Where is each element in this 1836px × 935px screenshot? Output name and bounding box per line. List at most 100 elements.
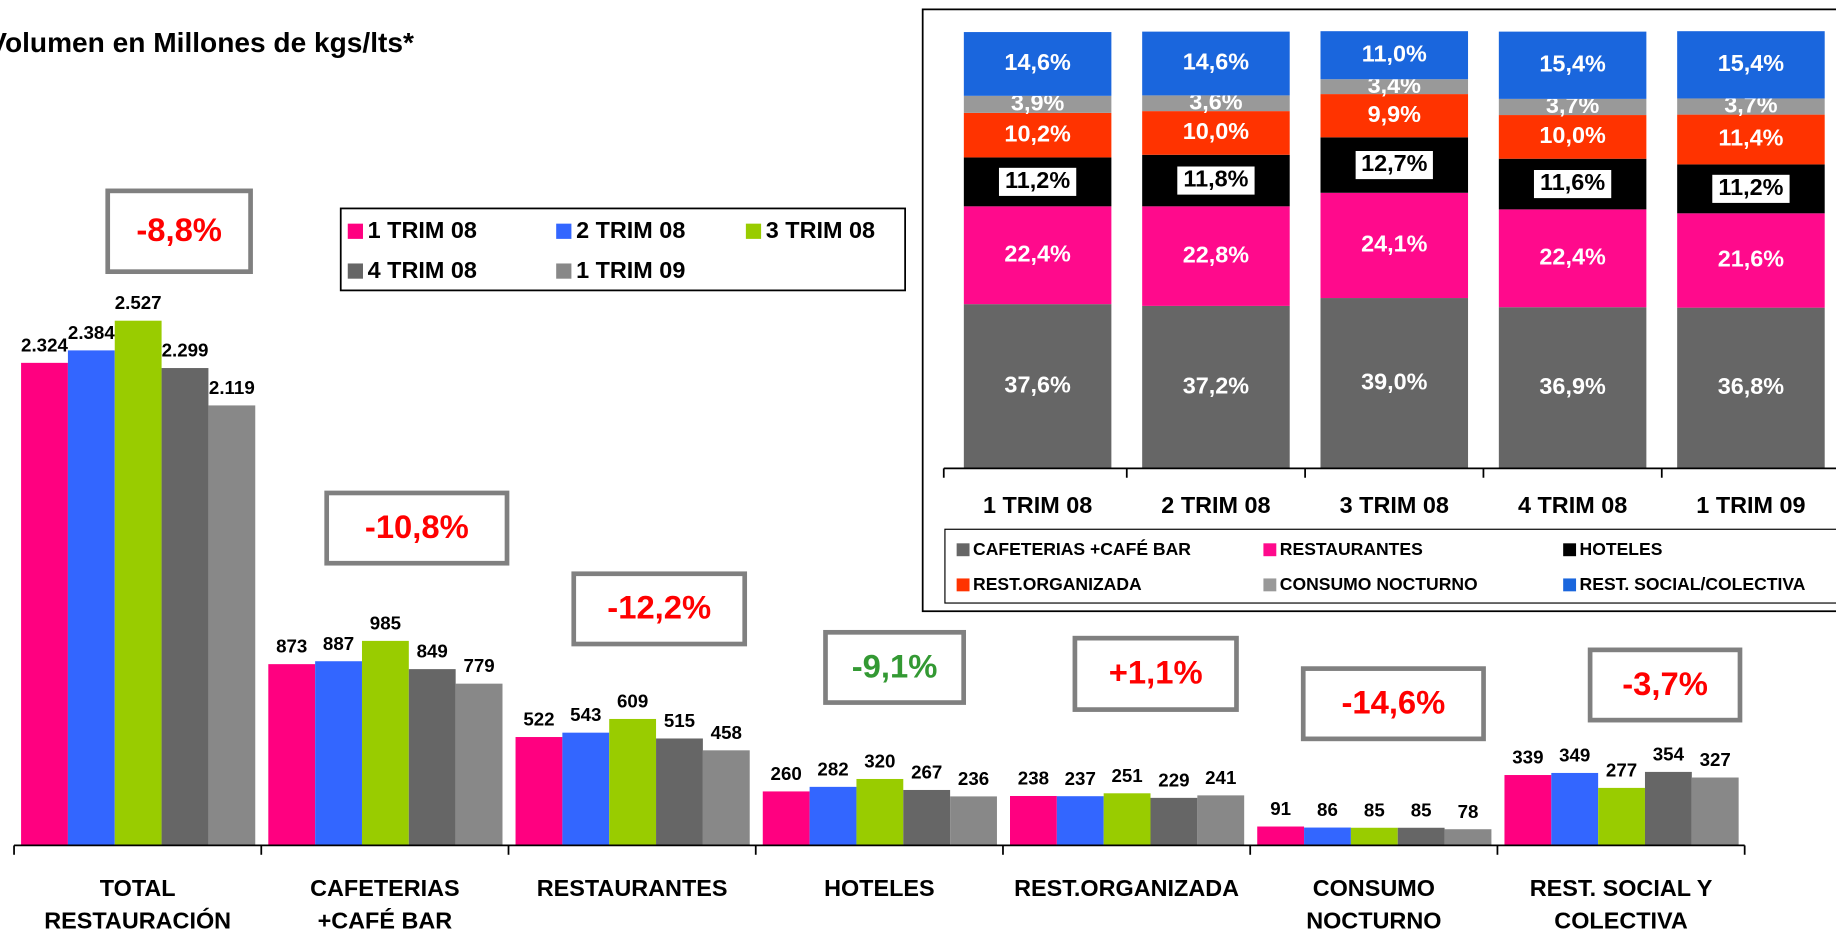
bar	[562, 732, 610, 846]
bar-segment	[1142, 31, 1290, 96]
legend-label: 1 TRIM 09	[576, 257, 685, 283]
bar	[1551, 772, 1599, 846]
segment-label: 9,9%	[1368, 101, 1422, 127]
bar-segment	[1498, 115, 1647, 159]
annotation-box	[1300, 666, 1486, 742]
segment-label: 15,4%	[1718, 50, 1785, 76]
data-label: 85	[1364, 799, 1385, 820]
x-tick-label: CAFETERIAS +CAFÉ BAR	[310, 875, 460, 934]
bar-segment	[1142, 95, 1290, 112]
inset-legend-box	[944, 528, 1836, 604]
segment-label: 14,6%	[1004, 49, 1071, 75]
annotation-box	[105, 188, 253, 275]
segment-label: 21,6%	[1718, 246, 1785, 272]
bar-segment	[1677, 307, 1825, 469]
legend-label: CAFETERIAS +CAFÉ BAR	[973, 538, 1191, 559]
data-label: 78	[1458, 801, 1479, 822]
bar-segment	[1320, 79, 1469, 95]
data-label: 349	[1559, 745, 1590, 766]
annotation: +1,1%	[1109, 654, 1203, 691]
bar	[1598, 787, 1645, 846]
data-label: 260	[771, 763, 802, 784]
bar-segment	[1320, 298, 1469, 469]
annotation: -9,1%	[852, 647, 938, 684]
legend-swatch	[956, 578, 970, 592]
annotation: -8,8%	[136, 211, 222, 248]
annotation: -3,7%	[1622, 665, 1708, 702]
data-label: 887	[323, 633, 354, 654]
segment-label: 11,2%	[1005, 167, 1070, 193]
bar	[114, 320, 162, 846]
x-tick-label: HOTELES	[824, 875, 935, 901]
data-label: 609	[617, 691, 648, 712]
bar	[161, 368, 209, 846]
bar	[455, 683, 503, 846]
data-label: 320	[864, 751, 895, 772]
data-label: 2.324	[21, 334, 68, 355]
legend-swatch	[1563, 578, 1577, 592]
bar	[809, 786, 857, 846]
label-bg	[1355, 151, 1433, 180]
bar	[1056, 796, 1104, 846]
bar	[208, 405, 256, 846]
bar-segment	[1677, 213, 1825, 308]
bar-segment	[1677, 31, 1825, 99]
bar	[1504, 775, 1552, 846]
legend-swatch	[1563, 543, 1577, 557]
x-tick-label: RESTAURANTES	[537, 875, 728, 901]
bar	[361, 640, 409, 846]
bar	[1444, 829, 1492, 846]
legend-label: RESTAURANTES	[1280, 539, 1423, 559]
data-label: 229	[1158, 769, 1189, 790]
data-label: 522	[523, 709, 554, 730]
bar	[1350, 827, 1398, 846]
data-label: 2.119	[209, 377, 255, 398]
legend-swatch	[745, 223, 762, 239]
annotation-box	[1072, 635, 1239, 712]
legend-swatch	[1263, 543, 1277, 557]
data-label: 251	[1111, 765, 1142, 786]
data-label: 277	[1606, 759, 1637, 780]
bar	[1150, 797, 1198, 846]
segment-label: 10,2%	[1004, 120, 1071, 146]
bar-segment	[963, 304, 1112, 469]
bar-segment	[1320, 94, 1469, 138]
label-bg	[998, 167, 1077, 196]
segment-label: 24,1%	[1361, 231, 1428, 257]
legend-label: 1 TRIM 08	[368, 217, 477, 243]
data-label: 515	[664, 710, 695, 731]
legend-swatch	[956, 543, 970, 557]
bar-segment	[1320, 192, 1469, 299]
legend-label: CONSUMO NOCTURNO	[1280, 574, 1478, 594]
bar	[1304, 827, 1351, 846]
legend-label: HOTELES	[1580, 539, 1663, 559]
bar-segment	[963, 206, 1112, 305]
label-bg	[1533, 170, 1612, 199]
label-bg	[1712, 174, 1790, 203]
bar	[408, 669, 456, 846]
segment-label: 10,0%	[1183, 118, 1250, 144]
x-tick-label: CONSUMO NOCTURNO	[1306, 875, 1441, 934]
segment-label: 37,6%	[1004, 371, 1071, 397]
data-label: 267	[911, 762, 942, 783]
bar-segment	[963, 95, 1112, 113]
data-label: 237	[1065, 768, 1096, 789]
x-tick-label: REST. SOCIAL Y COLECTIVA	[1530, 875, 1713, 934]
annotation-box	[324, 490, 510, 566]
x-tick-label: 2 TRIM 08	[1161, 492, 1270, 518]
segment-label: 14,6%	[1183, 49, 1250, 75]
bar	[1257, 826, 1305, 846]
bar	[1397, 827, 1445, 846]
data-label: 282	[817, 758, 848, 779]
data-label: 779	[463, 655, 494, 676]
bar	[21, 362, 68, 846]
segment-label: 22,8%	[1183, 241, 1250, 267]
bar-segment	[1142, 206, 1290, 306]
legend-label: REST.ORGANIZADA	[973, 574, 1142, 594]
x-tick-label: 4 TRIM 08	[1518, 492, 1627, 518]
segment-label: 11,8%	[1183, 166, 1248, 192]
bar	[856, 778, 904, 846]
x-tick-label: 1 TRIM 08	[983, 492, 1092, 518]
bar-segment	[1677, 98, 1825, 115]
